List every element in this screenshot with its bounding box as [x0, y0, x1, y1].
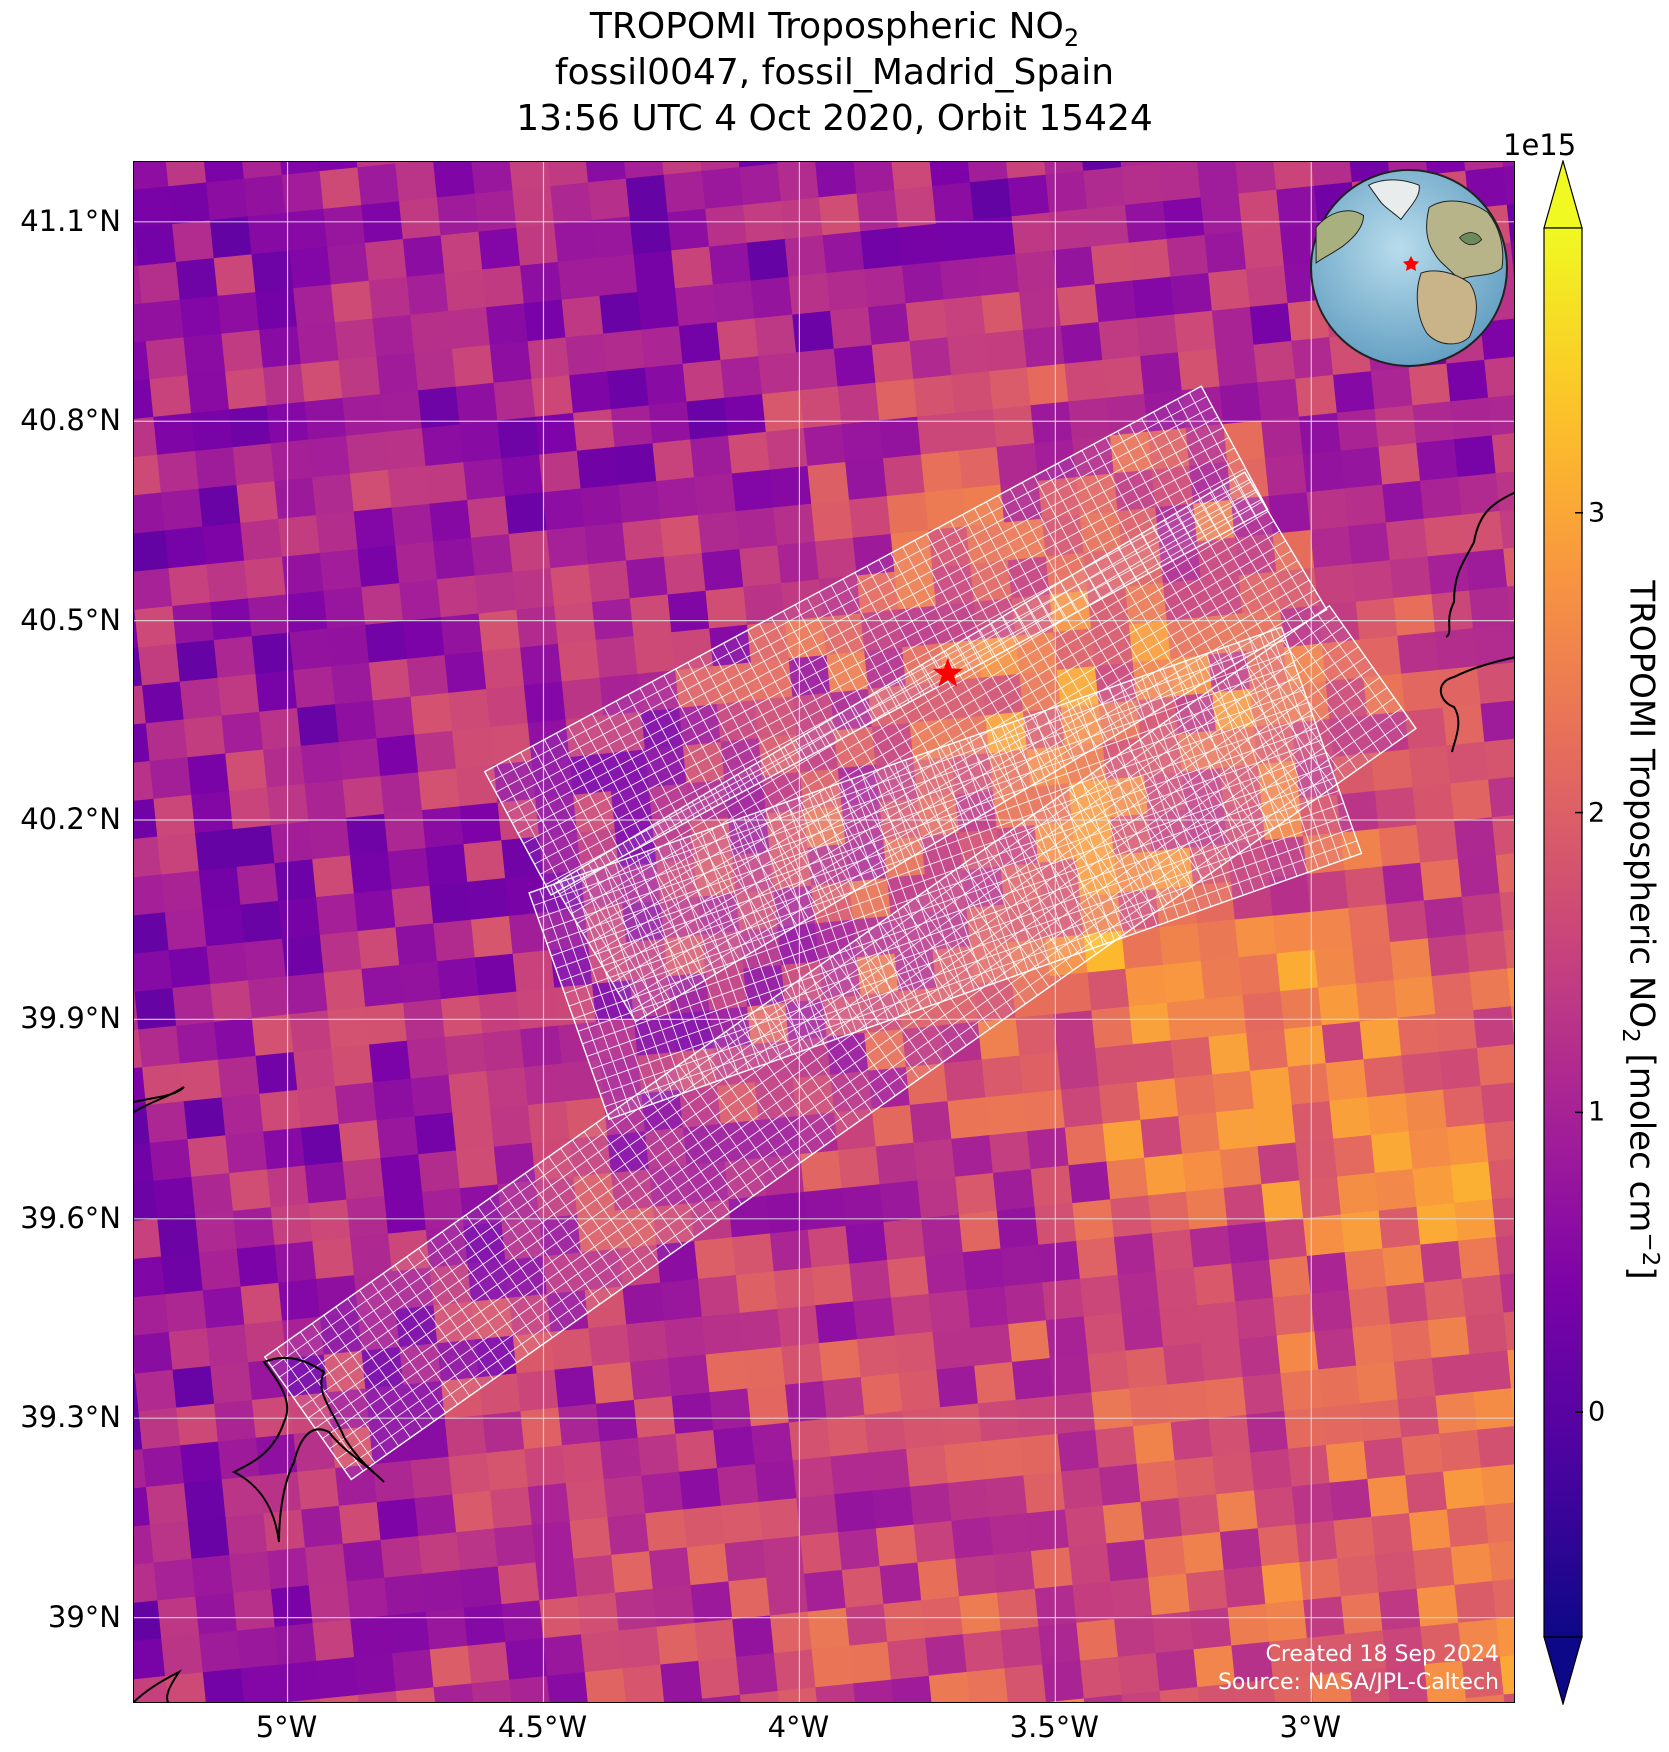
colorbar-tick-label: 0 [1588, 1396, 1606, 1428]
lon-tick-label: 3.5°W [1009, 1710, 1099, 1744]
map-canvas [134, 162, 1514, 1702]
lat-tick-label: 39.3°N [20, 1400, 121, 1435]
figure-title: TROPOMI Tropospheric NO2 fossil0047, fos… [0, 4, 1669, 142]
inset-globe [1310, 169, 1508, 367]
colorbar [1543, 160, 1583, 1705]
lat-tick-label: 41.1°N [20, 203, 121, 238]
source-credit: Source: NASA/JPL-Caltech [1217, 1670, 1499, 1695]
lon-tick-label: 3°W [1279, 1710, 1342, 1744]
lat-tick-label: 39.6°N [20, 1200, 121, 1235]
colorbar-min-extend [1543, 1636, 1583, 1705]
colorbar-tick-label: 3 [1588, 497, 1606, 529]
colorbar-tick-label: 2 [1588, 797, 1606, 829]
coastlines [134, 491, 1514, 1702]
lon-tick-label: 5°W [255, 1710, 318, 1744]
lat-tick-label: 40.2°N [20, 802, 121, 836]
colorbar-exponent: 1e15 [1503, 128, 1577, 162]
target-footprints [263, 385, 1417, 1481]
lat-tick-label: 39.9°N [20, 1001, 121, 1036]
title-line-2: fossil0047, fossil_Madrid_Spain [554, 52, 1115, 93]
colorbar-body [1543, 227, 1583, 1638]
lat-tick-label: 39°N [47, 1599, 121, 1634]
colorbar-tick-label: 1 [1588, 1096, 1606, 1128]
source-marker[interactable] [932, 657, 964, 687]
lat-tick-label: 40.5°N [20, 602, 121, 637]
title-line-1: TROPOMI Tropospheric NO2 [589, 6, 1080, 53]
lon-tick-label: 4.5°W [497, 1710, 588, 1744]
no2-map[interactable] [133, 161, 1515, 1703]
created-date: Created 18 Sep 2024 [1265, 1642, 1500, 1667]
lat-tick-label: 40.8°N [20, 403, 121, 438]
colorbar-label: TROPOMI Tropospheric NO2 [molec cm−2] [1616, 580, 1664, 1280]
title-line-3: 13:56 UTC 4 Oct 2020, Orbit 15424 [516, 98, 1153, 139]
inset-globe-marker [1402, 255, 1420, 272]
lon-tick-label: 4°W [767, 1710, 830, 1744]
colorbar-max-extend [1543, 160, 1583, 229]
